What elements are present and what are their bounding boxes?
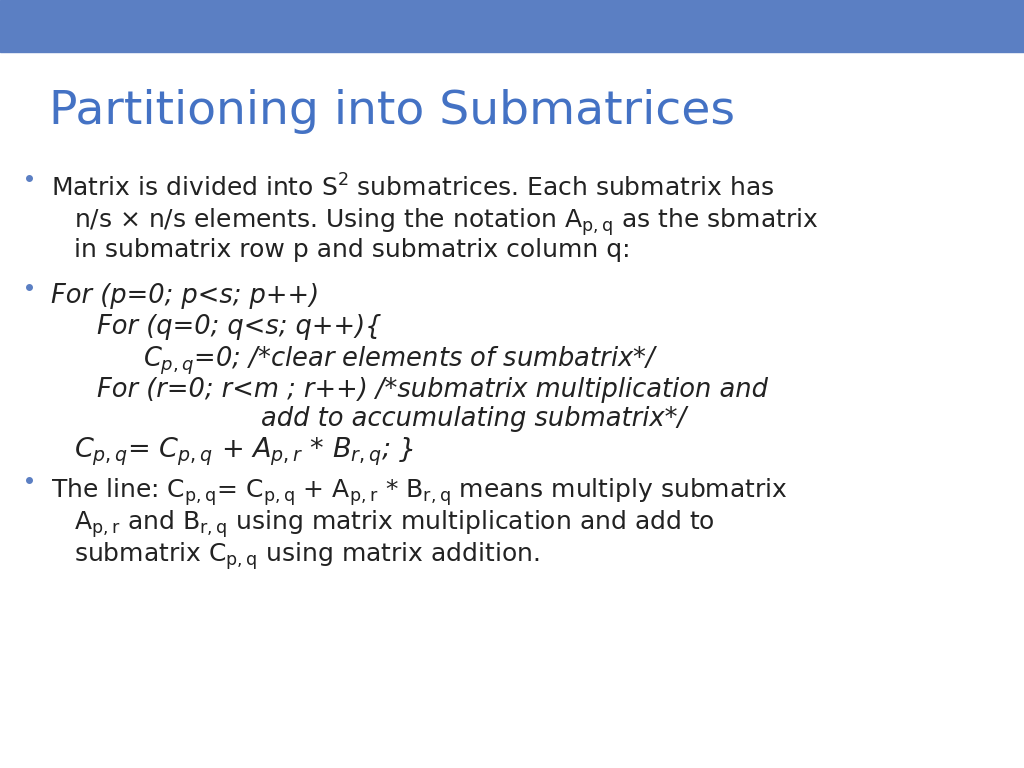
Text: in submatrix row p and submatrix column q:: in submatrix row p and submatrix column … bbox=[74, 238, 630, 262]
Text: Matrix is divided into S$^{2}$ submatrices. Each submatrix has: Matrix is divided into S$^{2}$ submatric… bbox=[51, 174, 774, 201]
Text: $\mathit{C}_{\mathit{p,q}}$=0; /*clear elements of sumbatrix*/: $\mathit{C}_{\mathit{p,q}}$=0; /*clear e… bbox=[143, 345, 659, 377]
Text: add to accumulating submatrix*/: add to accumulating submatrix*/ bbox=[261, 406, 686, 432]
Text: For (r=0; r<m ; r++) /*submatrix multiplication and: For (r=0; r<m ; r++) /*submatrix multipl… bbox=[97, 377, 768, 403]
Text: n/s $\times$ n/s elements. Using the notation A$_{\mathsf{p,q}}$ as the sbmatrix: n/s $\times$ n/s elements. Using the not… bbox=[74, 207, 818, 238]
Text: For (q=0; q<s; q++){: For (q=0; q<s; q++){ bbox=[97, 314, 382, 340]
Text: Partitioning into Submatrices: Partitioning into Submatrices bbox=[49, 89, 735, 134]
Text: A$_{\mathsf{p,r}}$ and B$_{\mathsf{r,q}}$ using matrix multiplication and add to: A$_{\mathsf{p,r}}$ and B$_{\mathsf{r,q}}… bbox=[74, 508, 715, 540]
Text: The line: C$_{\mathsf{p,q}}$= C$_{\mathsf{p,q}}$ + A$_{\mathsf{p,r}}$ * B$_{\mat: The line: C$_{\mathsf{p,q}}$= C$_{\maths… bbox=[51, 476, 787, 508]
Text: $\mathit{C}_{\mathit{p,q}}$= $\mathit{C}_{\mathit{p,q}}$ + $\mathit{A}_{\mathit{: $\mathit{C}_{\mathit{p,q}}$= $\mathit{C}… bbox=[74, 435, 414, 468]
Text: submatrix C$_{\mathsf{p,q}}$ using matrix addition.: submatrix C$_{\mathsf{p,q}}$ using matri… bbox=[74, 540, 540, 571]
Bar bbox=[0, 0, 1024, 52]
Text: For (p=0; p<s; p++): For (p=0; p<s; p++) bbox=[51, 283, 319, 310]
